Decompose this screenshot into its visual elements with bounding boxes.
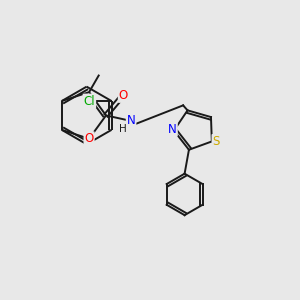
Text: O: O [85,132,94,145]
Text: S: S [212,135,220,148]
Text: H: H [119,124,127,134]
Text: N: N [127,114,135,127]
Text: O: O [119,89,128,102]
Text: Cl: Cl [84,94,95,107]
Text: N: N [168,123,177,136]
